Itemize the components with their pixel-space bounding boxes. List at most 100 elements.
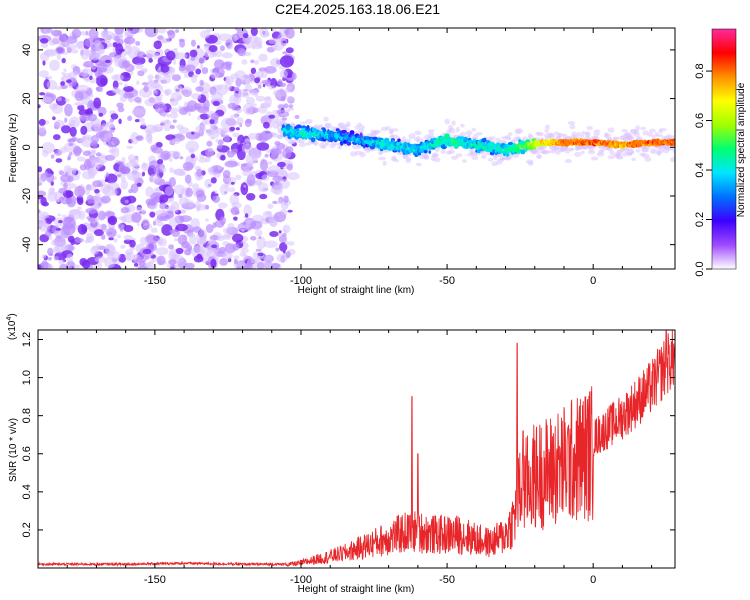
noise-blob xyxy=(90,219,100,230)
noise-blob xyxy=(272,184,283,196)
noise-blob xyxy=(188,200,195,208)
ridge-halo xyxy=(287,140,295,144)
noise-blob xyxy=(48,252,54,257)
noise-blob xyxy=(241,228,245,233)
noise-blob xyxy=(294,114,300,119)
noise-blob xyxy=(187,247,193,252)
noise-blob xyxy=(195,86,204,92)
noise-blob xyxy=(181,209,186,214)
ridge-halo xyxy=(635,149,641,153)
noise-blob xyxy=(95,152,102,157)
noise-blob xyxy=(216,144,223,149)
noise-blob xyxy=(43,28,52,34)
noise-blob xyxy=(286,95,294,102)
ridge-halo xyxy=(544,133,551,139)
colorbar-label: Normalized spectral amplitude xyxy=(736,82,747,217)
noise-blob xyxy=(105,172,110,178)
noise-blob xyxy=(155,141,163,148)
noise-blob xyxy=(282,148,292,159)
noise-blob xyxy=(169,157,173,162)
ridge-halo xyxy=(472,133,479,140)
noise-blob xyxy=(159,202,168,210)
noise-blob xyxy=(149,211,156,218)
ridge-halo xyxy=(471,127,477,132)
noise-blob xyxy=(74,101,83,107)
ridge-halo xyxy=(487,157,494,162)
noise-blob xyxy=(114,55,122,67)
noise-blob xyxy=(104,59,111,64)
ridge-halo xyxy=(359,151,366,158)
noise-blob xyxy=(61,57,66,64)
noise-blob xyxy=(264,96,273,108)
noise-blob xyxy=(74,237,84,243)
noise-blob xyxy=(156,255,166,266)
noise-blob xyxy=(282,250,286,254)
noise-blob xyxy=(123,36,136,45)
noise-blob xyxy=(224,160,238,168)
noise-blob xyxy=(263,255,272,268)
noise-blob xyxy=(45,173,55,183)
noise-blob xyxy=(135,63,144,69)
noise-blob xyxy=(68,264,73,269)
noise-blob xyxy=(80,125,88,135)
noise-blob xyxy=(57,213,62,217)
noise-blob xyxy=(210,177,217,184)
noise-blob xyxy=(140,67,148,73)
colorbar-ticks: 0.0 0.2 0.4 0.6 0.8 xyxy=(694,63,712,277)
ridge-halo xyxy=(427,129,435,133)
noise-blob xyxy=(267,161,273,165)
signal-ridge xyxy=(278,109,675,167)
y-tick-label: 0.2 xyxy=(21,522,33,537)
noise-blob xyxy=(181,86,193,97)
noise-blob xyxy=(69,126,77,137)
noise-blob xyxy=(282,40,286,44)
ridge-halo xyxy=(404,138,412,144)
noise-blob xyxy=(101,31,116,40)
noise-blob xyxy=(288,104,294,109)
noise-blob xyxy=(61,235,66,241)
ridge-halo xyxy=(659,148,664,154)
noise-blob xyxy=(66,79,72,84)
noise-blob xyxy=(47,191,58,202)
ridge-cell xyxy=(464,137,469,141)
colorbar-tick-label: 0.4 xyxy=(694,162,706,177)
noise-blob xyxy=(240,241,246,244)
noise-blob xyxy=(84,239,90,244)
noise-blob xyxy=(190,56,196,61)
noise-blob xyxy=(287,209,293,213)
noise-blob xyxy=(176,95,183,101)
noise-region xyxy=(38,28,301,269)
noise-blob xyxy=(233,33,241,41)
noise-blob xyxy=(260,130,273,141)
noise-blob xyxy=(261,174,270,182)
noise-blob xyxy=(142,171,145,177)
ridge-halo xyxy=(596,152,605,157)
ridge-halo xyxy=(298,141,307,148)
noise-blob xyxy=(153,166,161,173)
noise-blob xyxy=(258,236,262,239)
noise-blob xyxy=(148,57,153,63)
noise-blob xyxy=(85,30,89,36)
noise-blob xyxy=(224,191,228,194)
noise-blob xyxy=(135,41,141,46)
noise-blob xyxy=(144,234,159,244)
noise-blob xyxy=(172,59,177,65)
noise-blob xyxy=(83,60,94,68)
y-tick-label: -40 xyxy=(21,237,33,253)
y-tick-label: 1.0 xyxy=(21,370,33,385)
noise-blob xyxy=(207,167,213,173)
noise-blob xyxy=(285,28,295,39)
y-tick-label: 0 xyxy=(21,144,33,150)
noise-blob xyxy=(173,168,186,176)
noise-blob xyxy=(90,65,97,70)
noise-blob xyxy=(208,45,218,53)
noise-blob xyxy=(101,60,106,65)
noise-blob xyxy=(63,68,67,72)
ridge-cell xyxy=(671,140,675,145)
noise-blob xyxy=(113,238,118,243)
ridge-halo xyxy=(481,154,487,160)
noise-blob xyxy=(67,235,75,243)
ridge-halo xyxy=(633,132,640,137)
noise-blob xyxy=(240,163,247,167)
